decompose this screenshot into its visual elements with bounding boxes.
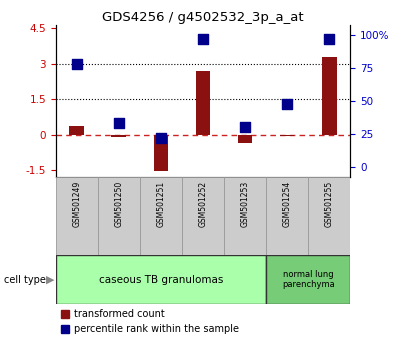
- Text: caseous TB granulomas: caseous TB granulomas: [99, 275, 223, 285]
- Legend: transformed count, percentile rank within the sample: transformed count, percentile rank withi…: [57, 306, 243, 338]
- Point: [74, 61, 80, 67]
- Text: cell type: cell type: [4, 275, 46, 285]
- Bar: [69, 126, 84, 135]
- Bar: [56, 255, 266, 304]
- Text: ▶: ▶: [46, 275, 54, 285]
- Point: [242, 124, 248, 130]
- Text: GSM501253: GSM501253: [240, 181, 250, 227]
- Bar: [98, 177, 140, 255]
- Text: GSM501255: GSM501255: [325, 181, 334, 227]
- Bar: [154, 135, 168, 171]
- Bar: [238, 135, 252, 143]
- Bar: [111, 135, 126, 137]
- Point: [326, 36, 332, 42]
- Text: GSM501251: GSM501251: [156, 181, 166, 227]
- Text: normal lung
parenchyma: normal lung parenchyma: [282, 270, 335, 289]
- Bar: [322, 57, 337, 135]
- Bar: [196, 71, 211, 135]
- Bar: [140, 177, 182, 255]
- Bar: [266, 255, 350, 304]
- Bar: [308, 177, 350, 255]
- Point: [200, 36, 206, 42]
- Text: GSM501249: GSM501249: [72, 181, 81, 227]
- Text: GSM501254: GSM501254: [283, 181, 292, 227]
- Point: [116, 120, 122, 126]
- Title: GDS4256 / g4502532_3p_a_at: GDS4256 / g4502532_3p_a_at: [102, 11, 304, 24]
- Bar: [266, 177, 308, 255]
- Bar: [280, 135, 295, 136]
- Text: GSM501252: GSM501252: [199, 181, 207, 227]
- Bar: [224, 177, 266, 255]
- Bar: [182, 177, 224, 255]
- Text: GSM501250: GSM501250: [114, 181, 123, 227]
- Point: [284, 101, 290, 106]
- Point: [158, 135, 164, 141]
- Bar: [56, 177, 98, 255]
